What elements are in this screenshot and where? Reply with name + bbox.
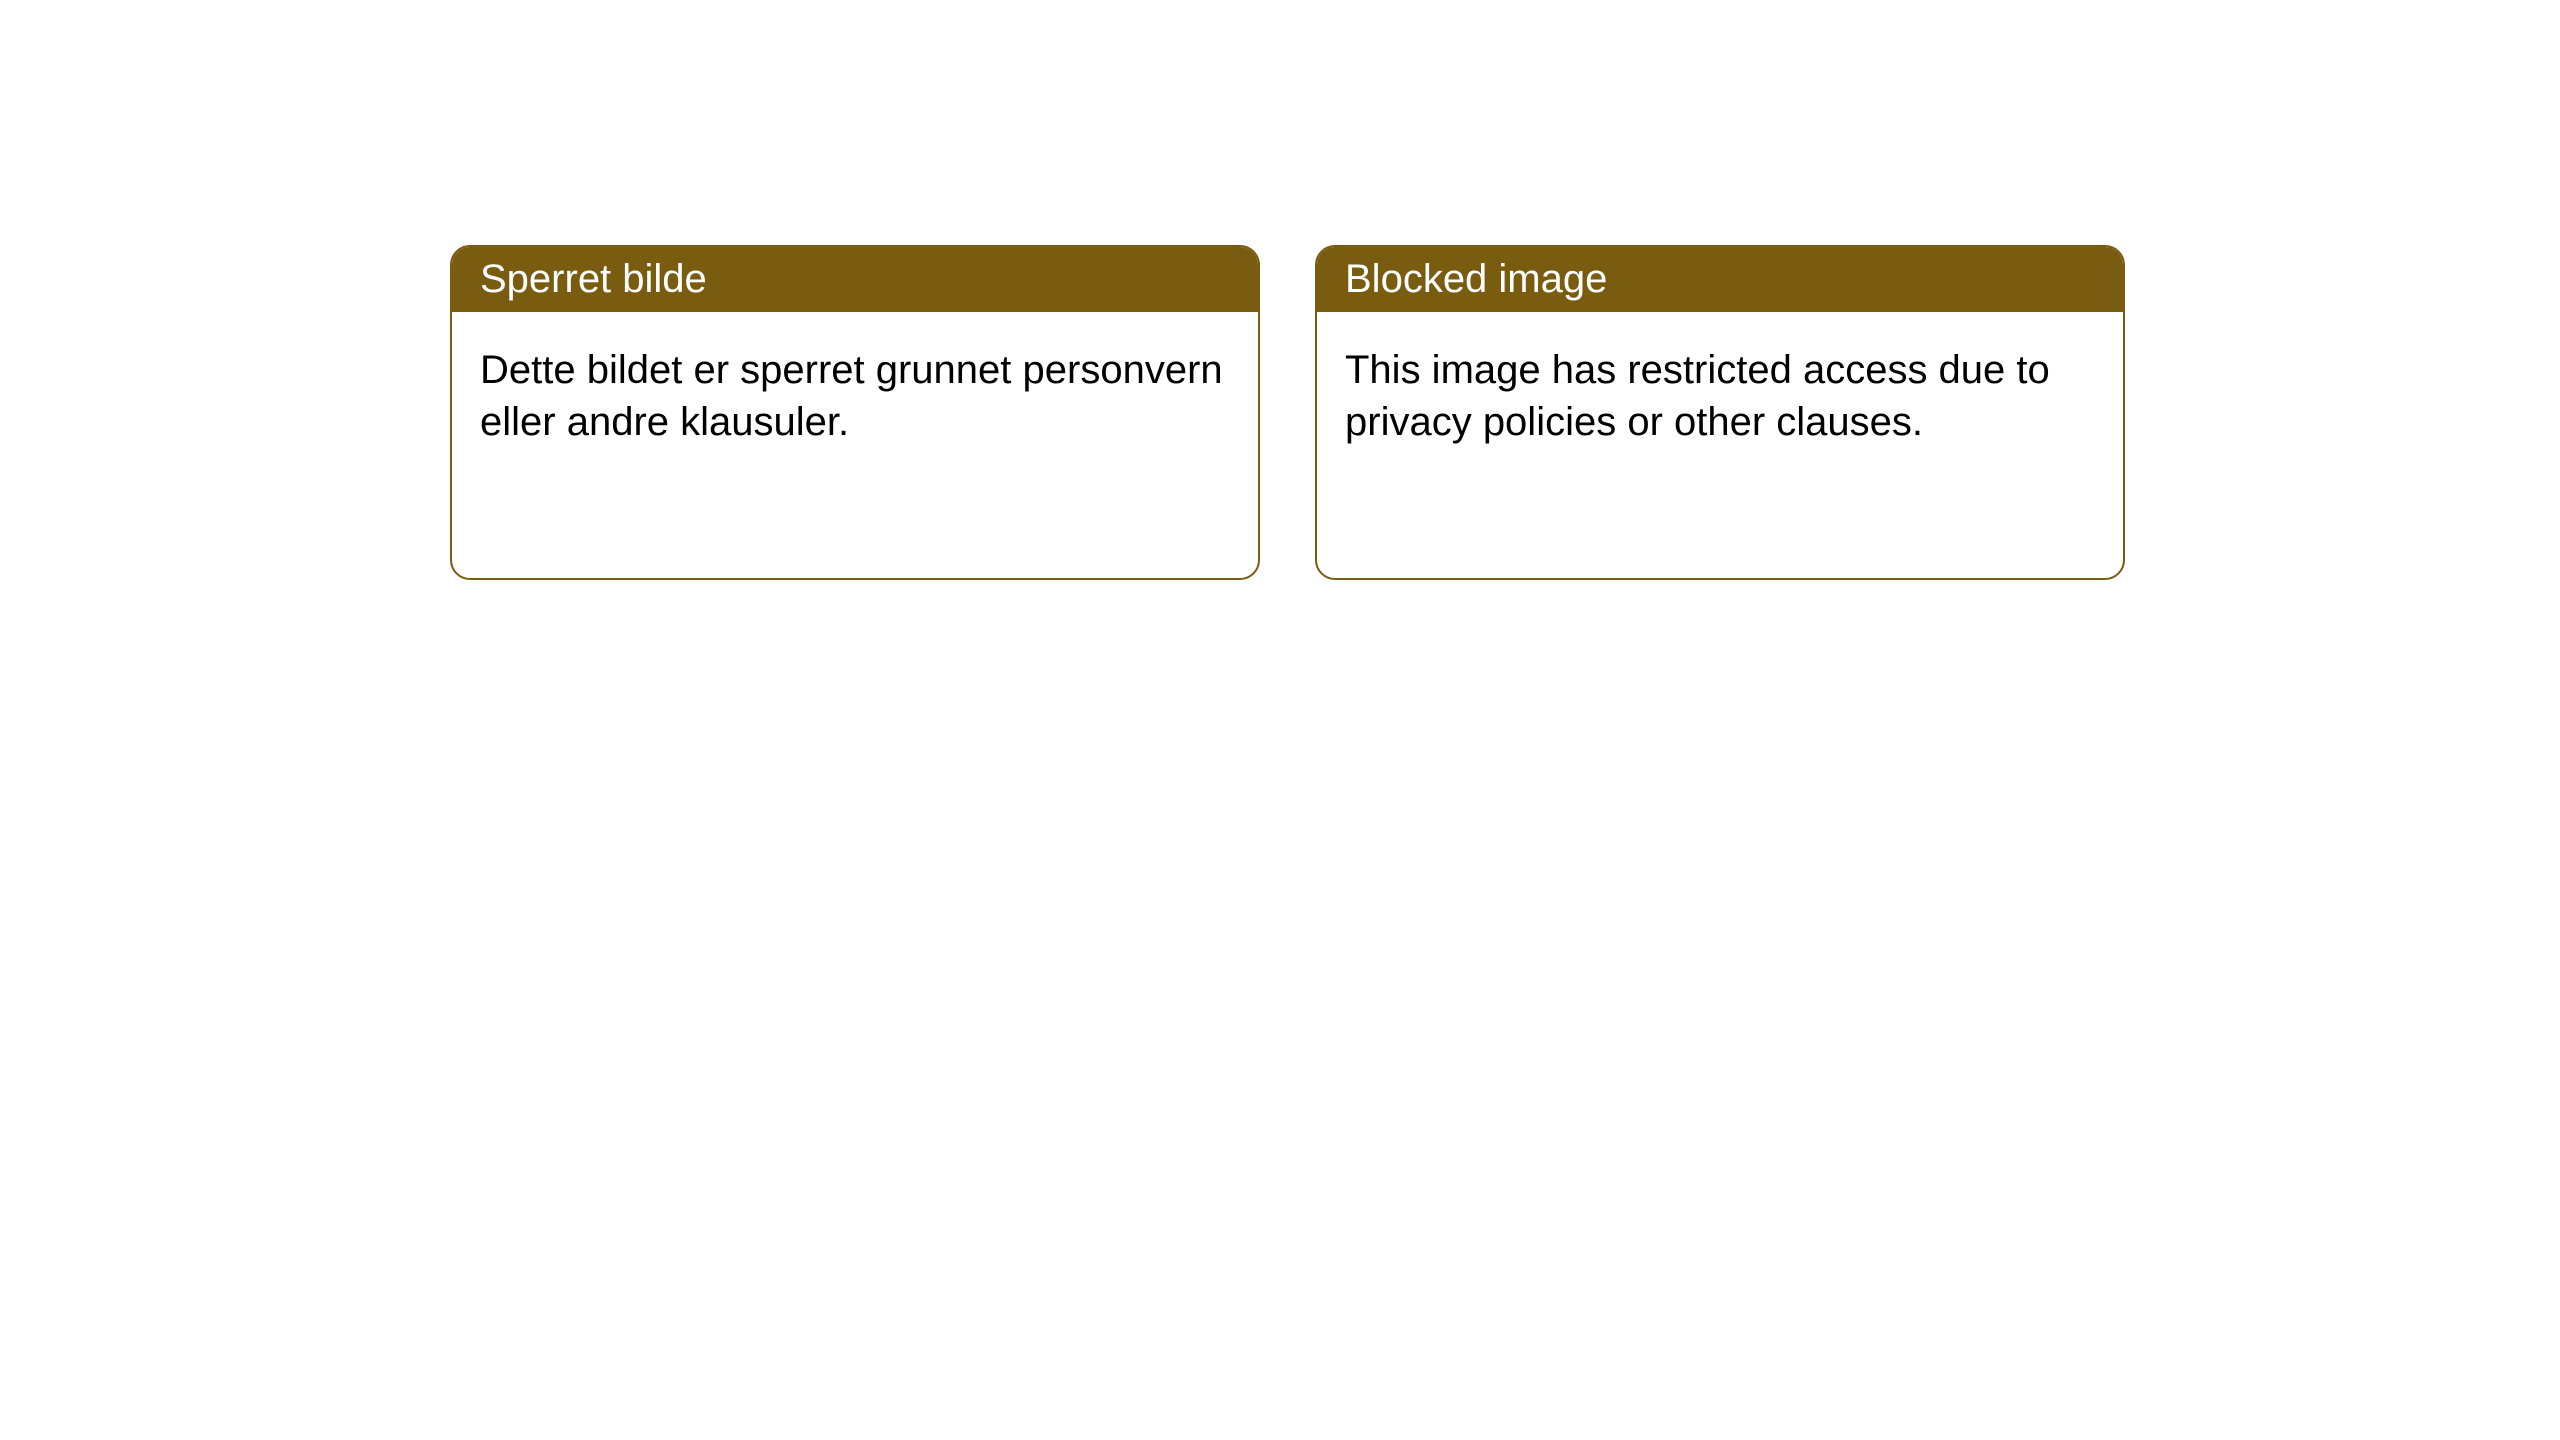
card-title-norwegian: Sperret bilde: [452, 247, 1258, 312]
blocked-image-card-norwegian: Sperret bilde Dette bildet er sperret gr…: [450, 245, 1260, 580]
blocked-image-card-english: Blocked image This image has restricted …: [1315, 245, 2125, 580]
notice-cards-container: Sperret bilde Dette bildet er sperret gr…: [0, 0, 2560, 580]
card-body-norwegian: Dette bildet er sperret grunnet personve…: [452, 312, 1258, 480]
card-body-english: This image has restricted access due to …: [1317, 312, 2123, 480]
card-title-english: Blocked image: [1317, 247, 2123, 312]
